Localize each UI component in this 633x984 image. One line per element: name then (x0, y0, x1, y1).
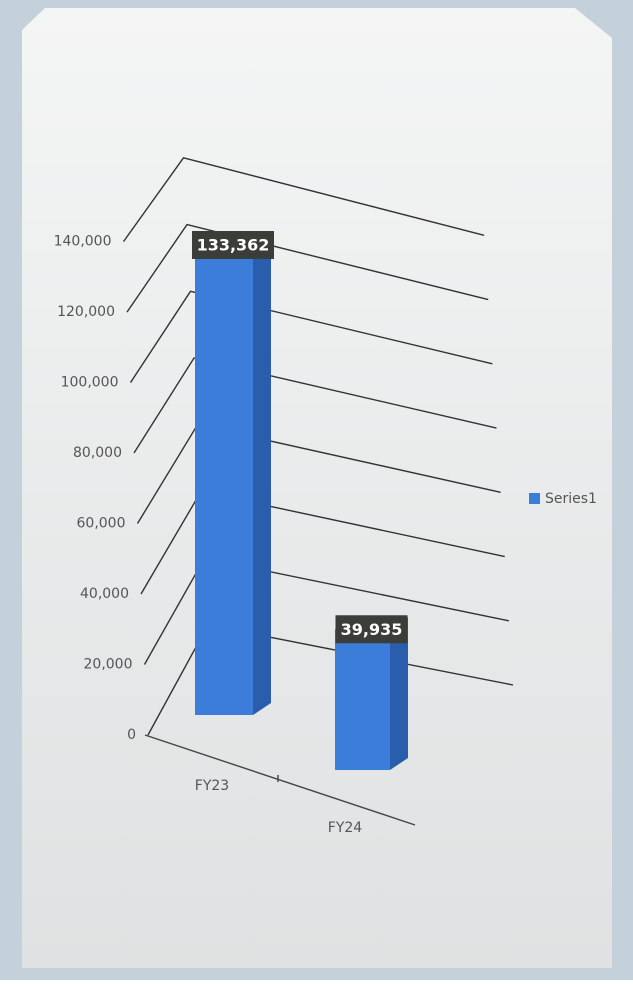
bar-side (253, 232, 271, 715)
bar (335, 629, 390, 770)
data-label: 39,935 (341, 620, 403, 639)
y-tick-label: 80,000 (73, 445, 122, 461)
y-tick-label: 100,000 (61, 375, 119, 391)
bar-side (390, 617, 408, 770)
data-label-box (192, 230, 274, 259)
grid-line (133, 357, 497, 454)
x-axis (144, 734, 416, 826)
grid-line (126, 223, 489, 313)
grid-line (129, 290, 493, 383)
grid-line (122, 157, 485, 243)
panel (22, 8, 612, 968)
x-tick-label: FY23 (195, 778, 229, 794)
legend-swatch (529, 493, 540, 504)
legend-label: Series1 (545, 491, 597, 507)
y-tick-label: 60,000 (77, 516, 126, 532)
y-tick-label: 0 (127, 727, 136, 743)
bar (195, 244, 253, 715)
y-tick-label: 140,000 (54, 234, 112, 250)
y-tick-label: 40,000 (80, 586, 129, 602)
y-tick-label: 120,000 (57, 304, 115, 320)
x-tick-label: FY24 (328, 820, 363, 836)
data-label-box (335, 615, 408, 644)
y-tick-label: 20,000 (84, 657, 133, 673)
data-label: 133,362 (197, 235, 270, 254)
